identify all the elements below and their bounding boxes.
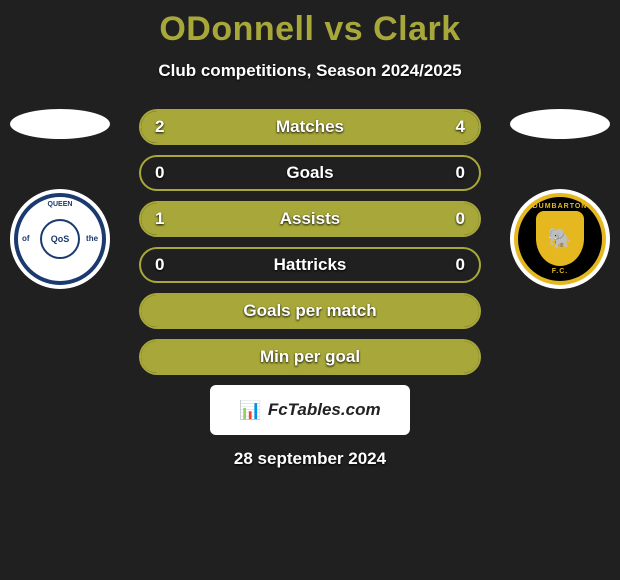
watermark: 📊 FcTables.com bbox=[210, 385, 410, 435]
bar-label: Hattricks bbox=[141, 249, 479, 281]
left-player-column: QUEEN of the QoS bbox=[10, 109, 110, 309]
crest-text: F.C. bbox=[552, 268, 568, 275]
stat-bar: Goals0 0 bbox=[139, 155, 481, 191]
crest-center: QoS bbox=[40, 219, 80, 259]
bar-value-right: 0 bbox=[456, 249, 465, 281]
club-crest-left: QUEEN of the QoS bbox=[10, 189, 110, 289]
crest-text: the bbox=[86, 234, 98, 243]
stat-bars: Matches24Goals00Assists10Hattricks00Goal… bbox=[139, 109, 481, 375]
player-oval-right bbox=[510, 109, 610, 139]
crest-inner-dfc: DUMBARTON 🐘 F.C. bbox=[514, 193, 606, 285]
player-oval-left bbox=[10, 109, 110, 139]
crest-shield-icon: 🐘 bbox=[536, 211, 584, 266]
bar-label: Assists bbox=[141, 203, 479, 235]
stat-bar: Min per goal bbox=[139, 339, 481, 375]
stat-bar: Goals per match bbox=[139, 293, 481, 329]
crest-text: DUMBARTON bbox=[533, 203, 588, 210]
bar-value-left: 0 bbox=[155, 157, 164, 189]
crest-text: QUEEN bbox=[48, 201, 73, 208]
crest-inner-qos: QUEEN of the QoS bbox=[14, 193, 106, 285]
bar-value-right: 4 bbox=[456, 111, 465, 143]
bar-value-right: 0 bbox=[456, 157, 465, 189]
stat-bar: Matches2 4 bbox=[139, 109, 481, 145]
bar-label: Matches bbox=[141, 111, 479, 143]
watermark-text: FcTables.com bbox=[268, 400, 381, 420]
bar-label: Goals per match bbox=[141, 295, 479, 327]
comparison-area: QUEEN of the QoS DUMBARTON 🐘 F.C. Matche… bbox=[0, 109, 620, 469]
bar-value-left: 0 bbox=[155, 249, 164, 281]
crest-text: of bbox=[22, 234, 30, 243]
bar-label: Min per goal bbox=[141, 341, 479, 373]
bar-value-right: 0 bbox=[456, 203, 465, 235]
page-title: ODonnell vs Clark bbox=[0, 0, 620, 49]
club-crest-right: DUMBARTON 🐘 F.C. bbox=[510, 189, 610, 289]
chart-icon: 📊 bbox=[239, 400, 261, 421]
bar-value-left: 1 bbox=[155, 203, 164, 235]
bar-value-left: 2 bbox=[155, 111, 164, 143]
stat-bar: Assists1 0 bbox=[139, 201, 481, 237]
right-player-column: DUMBARTON 🐘 F.C. bbox=[510, 109, 610, 309]
date-text: 28 september 2024 bbox=[0, 449, 620, 469]
bar-label: Goals bbox=[141, 157, 479, 189]
stat-bar: Hattricks0 0 bbox=[139, 247, 481, 283]
subtitle: Club competitions, Season 2024/2025 bbox=[0, 61, 620, 81]
